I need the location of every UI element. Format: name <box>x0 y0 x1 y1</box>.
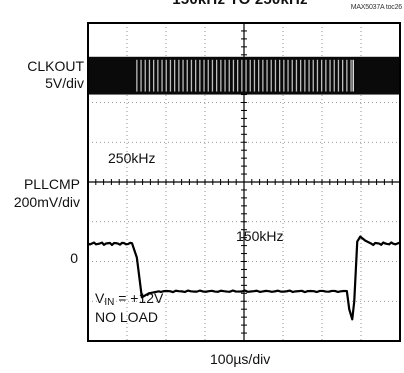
zero-marker: 0 <box>70 250 78 266</box>
vin-condition: VIN = +12V <box>95 290 164 308</box>
figure-id: MAX5037A toc26 <box>350 4 402 11</box>
freq-label-250khz: 250kHz <box>108 150 156 166</box>
freq-label-150khz: 150kHz <box>236 228 284 244</box>
pllcmp-trace <box>87 235 400 321</box>
x-scale-label: 100µs/div <box>210 351 271 367</box>
clkout-scale: 5V/div <box>45 75 84 91</box>
scope-frame <box>87 22 401 342</box>
pllcmp-scale: 200mV/div <box>13 194 80 210</box>
chart-title: 150kHz TO 250kHz <box>140 0 340 8</box>
pllcmp-name: PLLCMP <box>23 176 80 192</box>
scope-traces <box>87 56 400 321</box>
clkout-trace <box>88 56 400 95</box>
load-condition: NO LOAD <box>95 309 159 325</box>
clkout-name: CLKOUT <box>27 58 84 74</box>
